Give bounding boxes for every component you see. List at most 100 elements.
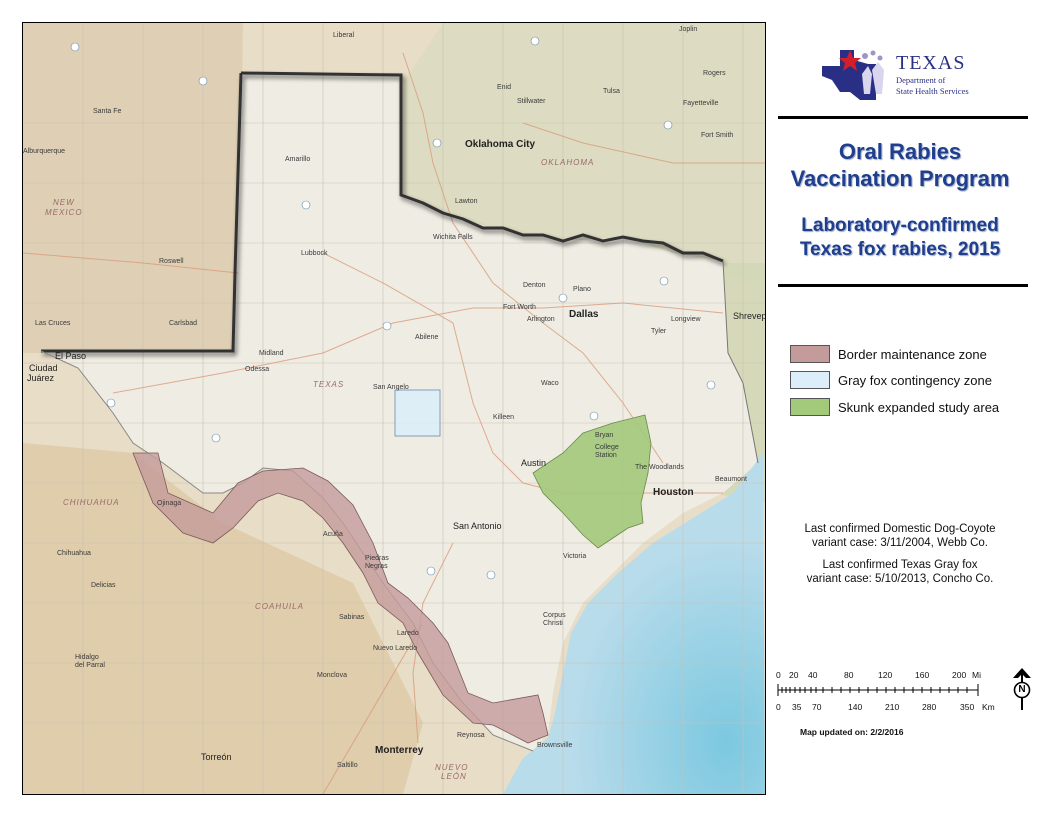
svg-text:Tyler: Tyler xyxy=(651,328,667,335)
legend-swatch xyxy=(790,398,830,416)
scale-km-70: 70 xyxy=(812,702,822,712)
logo-subtitle-line2: State Health Services xyxy=(896,86,969,96)
svg-text:Christi: Christi xyxy=(543,620,563,627)
svg-text:Abilene: Abilene xyxy=(415,334,438,341)
svg-text:Reynosa: Reynosa xyxy=(457,732,485,739)
svg-text:Chihuahua: Chihuahua xyxy=(57,550,91,557)
svg-text:TEXAS: TEXAS xyxy=(313,380,344,389)
svg-text:NEW: NEW xyxy=(53,198,75,207)
svg-text:LEÓN: LEÓN xyxy=(441,772,467,781)
legend-label: Skunk expanded study area xyxy=(838,400,1000,415)
title-line-4: Texas fox rabies, 2015 xyxy=(799,239,1001,260)
svg-text:Tulsa: Tulsa xyxy=(603,88,620,95)
oklahoma-land xyxy=(403,23,765,283)
svg-text:San Antonio: San Antonio xyxy=(453,521,502,531)
scale-km-140: 140 xyxy=(848,702,863,712)
svg-text:Torreón: Torreón xyxy=(201,752,232,762)
skunk-expanded-study-area xyxy=(532,414,652,549)
legend-label: Gray fox contingency zone xyxy=(838,373,992,388)
title-line-3: Laboratory-confirmed xyxy=(801,215,999,236)
dshs-logo: TEXAS Department of State Health Service… xyxy=(820,44,1020,104)
texas-east-border xyxy=(722,260,759,464)
svg-text:El Paso: El Paso xyxy=(55,351,86,361)
svg-text:CHIHUAHUA: CHIHUAHUA xyxy=(63,498,120,507)
svg-text:Longview: Longview xyxy=(671,316,702,323)
svg-text:Fayetteville: Fayetteville xyxy=(683,100,719,107)
grid-lines xyxy=(23,23,765,794)
scale-ruler xyxy=(777,684,979,696)
scale-km-35: 35 xyxy=(792,702,802,712)
svg-text:Juárez: Juárez xyxy=(27,373,55,383)
svg-text:Roswell: Roswell xyxy=(159,258,184,265)
region-labels: NEW MEXICO OKLAHOMA TEXAS CHIHUAHUA COAH… xyxy=(45,158,594,781)
svg-text:The Woodlands: The Woodlands xyxy=(635,464,684,471)
svg-text:Joplin: Joplin xyxy=(679,26,697,33)
map-updated-date: Map updated on: 2/2/2016 xyxy=(800,727,904,737)
svg-text:Lubbock: Lubbock xyxy=(301,250,328,257)
svg-text:Piedras: Piedras xyxy=(365,555,389,562)
scale-mi-20: 20 xyxy=(789,670,799,680)
note-line: Last confirmed Texas Gray fox xyxy=(822,559,978,571)
north-arrow: N xyxy=(1010,666,1034,712)
svg-text:College: College xyxy=(595,444,619,451)
svg-text:Sabinas: Sabinas xyxy=(339,614,365,621)
svg-text:Beaumont: Beaumont xyxy=(715,476,747,483)
svg-text:Dallas: Dallas xyxy=(569,309,599,320)
svg-text:Station: Station xyxy=(595,452,617,459)
svg-text:Carlsbad: Carlsbad xyxy=(169,320,197,327)
note-dog-coyote: Last confirmed Domestic Dog-Coyote varia… xyxy=(770,522,1030,550)
svg-text:OKLAHOMA: OKLAHOMA xyxy=(541,158,594,167)
svg-text:Hidalgo: Hidalgo xyxy=(75,654,99,661)
svg-text:Killeen: Killeen xyxy=(493,414,514,421)
svg-text:Waco: Waco xyxy=(541,380,559,387)
svg-text:Denton: Denton xyxy=(523,282,546,289)
svg-text:Acuña: Acuña xyxy=(323,531,343,538)
north-label: N xyxy=(1018,684,1026,695)
svg-text:MEXICO: MEXICO xyxy=(45,208,83,217)
title-line-2: Vaccination Program xyxy=(790,166,1010,191)
legend-swatch xyxy=(790,371,830,389)
scale-km-280: 280 xyxy=(922,702,937,712)
logo-title: TEXAS xyxy=(896,52,966,74)
svg-text:Austin: Austin xyxy=(521,458,546,468)
map[interactable]: NEW MEXICO OKLAHOMA TEXAS CHIHUAHUA COAH… xyxy=(22,22,766,795)
scale-mi-120: 120 xyxy=(878,670,893,680)
svg-text:Wichita Falls: Wichita Falls xyxy=(433,234,473,241)
svg-text:COAHUILA: COAHUILA xyxy=(255,602,304,611)
border-maintenance-zone xyxy=(132,452,549,744)
divider-top xyxy=(778,116,1028,119)
svg-text:Monterrey: Monterrey xyxy=(375,745,424,756)
scale-bar: 0 20 40 80 120 160 200 Mi 0 35 70 140 21 xyxy=(776,670,996,720)
svg-text:Houston: Houston xyxy=(653,487,694,498)
texas-star-logo-icon xyxy=(822,50,884,100)
note-line: variant case: 3/11/2004, Webb Co. xyxy=(811,537,988,549)
svg-text:Lawton: Lawton xyxy=(455,198,478,205)
svg-text:Plano: Plano xyxy=(573,286,591,293)
highway-shields xyxy=(70,36,716,580)
svg-text:Nuevo Laredo: Nuevo Laredo xyxy=(373,645,417,652)
svg-text:Corpus: Corpus xyxy=(543,612,566,619)
scale-km-350: 350 xyxy=(960,702,975,712)
svg-text:Brownsville: Brownsville xyxy=(537,742,573,749)
svg-text:Negras: Negras xyxy=(365,563,388,570)
scale-mi-0: 0 xyxy=(776,670,781,680)
svg-text:Midland: Midland xyxy=(259,350,284,357)
svg-text:Enid: Enid xyxy=(497,84,511,91)
scale-km-unit: Km xyxy=(982,702,995,712)
svg-text:Fort Smith: Fort Smith xyxy=(701,132,733,139)
logo-subtitle-line1: Department of xyxy=(896,75,946,85)
svg-text:Saltillo: Saltillo xyxy=(337,762,358,769)
svg-text:Bryan: Bryan xyxy=(595,432,613,439)
scale-mi-200: 200 xyxy=(952,670,967,680)
sidebar: TEXAS Department of State Health Service… xyxy=(770,22,1040,793)
svg-text:Liberal: Liberal xyxy=(333,32,354,39)
svg-text:Santa Fe: Santa Fe xyxy=(93,108,122,115)
svg-text:NUEVO: NUEVO xyxy=(435,763,468,772)
legend-label: Border maintenance zone xyxy=(838,347,987,362)
title-line-1: Oral Rabies xyxy=(838,139,962,164)
texas-north-border xyxy=(240,71,724,263)
svg-text:del Parral: del Parral xyxy=(75,662,105,669)
map-title: Oral Rabies Vaccination Program xyxy=(770,138,1030,192)
city-labels: Oklahoma City Dallas Houston San Antonio… xyxy=(23,26,765,769)
svg-text:Delicias: Delicias xyxy=(91,582,116,589)
